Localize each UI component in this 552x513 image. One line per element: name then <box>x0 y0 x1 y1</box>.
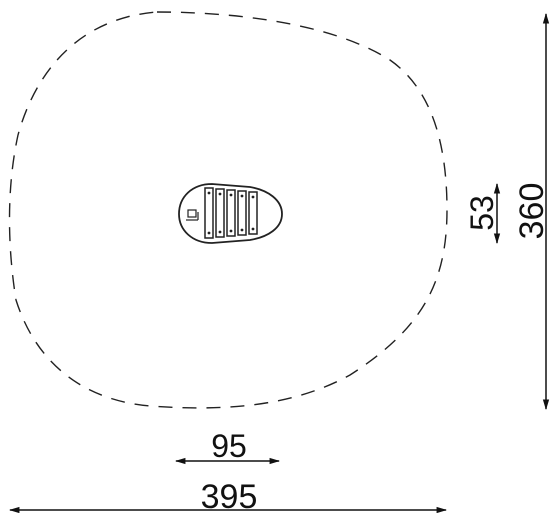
bar-rivet <box>229 229 233 233</box>
dimension-equipment-height-label: 53 <box>464 195 500 231</box>
bar-rivet <box>207 231 211 235</box>
dimension-overall-width: 395 <box>8 478 448 513</box>
safety-zone-outline <box>8 11 448 409</box>
dimension-equipment-height: 53 <box>464 182 501 245</box>
dimension-equipment-width-label: 95 <box>211 428 247 464</box>
xylophone-bar <box>204 187 214 239</box>
xylophone-bar <box>248 191 258 235</box>
xylophone-equipment <box>178 183 283 244</box>
xylophone-bar <box>215 188 225 238</box>
bar-rivet <box>218 192 222 196</box>
dimension-overall-width-label: 395 <box>201 478 258 513</box>
xylophone-bar <box>226 189 236 237</box>
bar-rivet <box>218 230 222 234</box>
dimension-equipment-width: 95 <box>174 428 281 465</box>
bar-rivet <box>207 191 211 195</box>
bar-rivet <box>251 195 255 199</box>
xylophone-bar <box>237 190 247 236</box>
mallet-holder-icon <box>186 209 199 221</box>
dimension-overall-height: 360 <box>513 12 551 411</box>
bar-rivet <box>229 193 233 197</box>
bar-rivet <box>240 228 244 232</box>
dimension-overall-height-label: 360 <box>513 183 551 240</box>
bar-rivet <box>240 194 244 198</box>
bar-rivet <box>251 227 255 231</box>
equipment-base-outline <box>178 183 283 244</box>
